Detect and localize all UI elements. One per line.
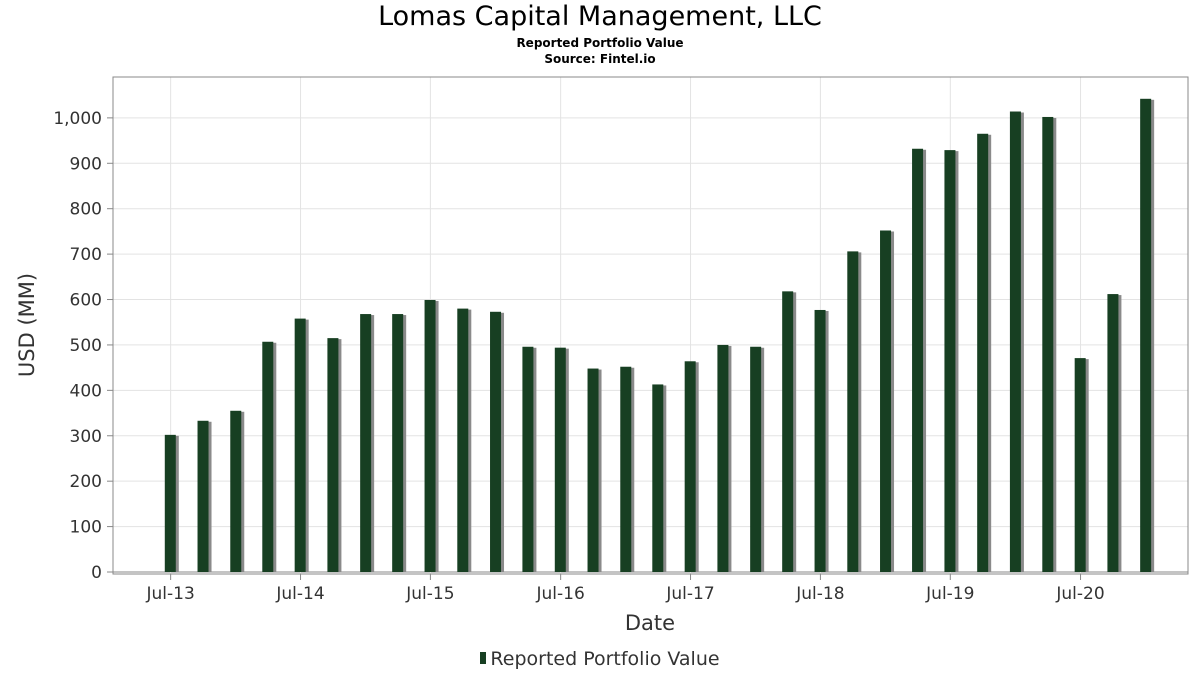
bar [360,314,372,572]
x-tick-label: Jul-16 [536,584,585,604]
legend: Reported Portfolio Value [0,646,1200,672]
x-tick-label: Jul-13 [146,584,195,604]
y-tick-label: 0 [91,563,102,583]
bar [392,314,404,572]
x-tick-label: Jul-18 [795,584,844,604]
bar [814,309,826,572]
bar [912,148,924,572]
bar [620,366,632,572]
bar [262,341,274,572]
x-tick-label: Jul-14 [275,584,324,604]
bar [944,150,956,572]
bars [164,98,1155,573]
bar [294,318,306,572]
legend-swatch [480,652,487,664]
chart-subtitle: Reported Portfolio Value [516,36,684,50]
bar [230,410,242,572]
bar [164,434,176,572]
y-tick-label: 400 [70,381,102,401]
bar [1074,358,1086,572]
chart-title: Lomas Capital Management, LLC [378,1,822,32]
bar [782,291,794,572]
bar [554,347,566,572]
bar [587,368,599,572]
bar [684,361,696,572]
bar [522,346,534,572]
x-tick-label: Jul-15 [405,584,454,604]
plot-frame [112,76,1189,575]
y-axis: 0 100 200 300 400 500 600 700 800 900 1,000 [53,109,113,583]
bar [750,346,762,572]
bar [1140,98,1152,573]
y-axis-title: USD (MM) [15,273,39,377]
y-tick-label: 1,000 [53,109,102,129]
bar [457,308,469,572]
bar [424,299,436,572]
x-tick-label: Jul-20 [1055,584,1104,604]
plot-area [113,77,1188,574]
y-tick-label: 500 [70,336,102,356]
x-axis-title: Date [625,611,675,635]
bar [490,311,502,572]
bar [847,251,859,572]
legend-label: Reported Portfolio Value [490,648,720,670]
x-tick-label: Jul-17 [665,584,714,604]
bar [327,338,339,572]
y-tick-label: 300 [70,427,102,447]
y-tick-label: 900 [70,154,102,174]
x-axis: Jul-13 Jul-14 Jul-15 Jul-16 Jul-17 Jul-18 Jul-… [146,574,1105,604]
y-tick-label: 700 [70,245,102,265]
bar [717,344,729,572]
bar [1107,294,1119,572]
bar [880,230,892,572]
bar [1009,111,1021,572]
y-tick-label: 100 [70,518,102,538]
bar [652,384,664,572]
bar [977,133,989,572]
y-tick-label: 200 [70,472,102,492]
x-tick-label: Jul-19 [925,584,974,604]
bar [197,420,209,572]
y-tick-label: 600 [70,291,102,311]
chart-source: Source: Fintel.io [544,52,656,66]
y-tick-label: 800 [70,200,102,220]
bar [1042,116,1054,572]
